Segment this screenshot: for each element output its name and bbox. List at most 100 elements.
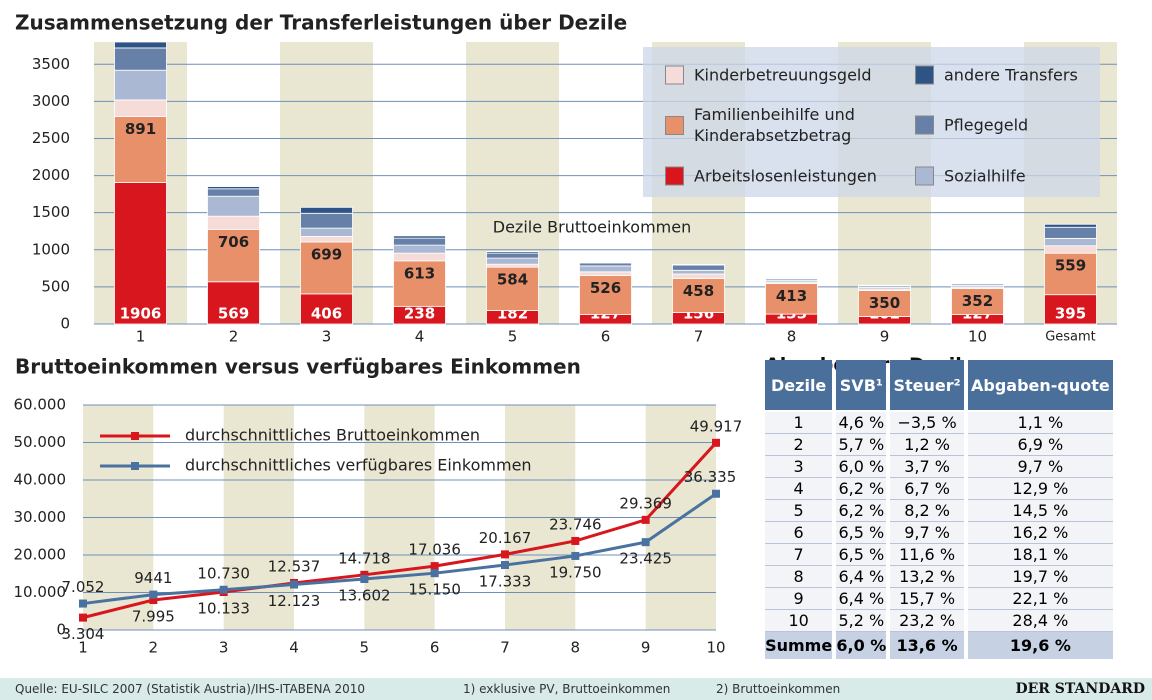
bar-segment: [1044, 223, 1097, 228]
value-label: 706: [218, 233, 249, 251]
cell: 6,5 %: [836, 544, 887, 566]
legend-swatch: [665, 166, 684, 186]
bar-segment: [114, 69, 167, 101]
value-label: 17.036: [408, 541, 461, 559]
cell: 3: [765, 456, 833, 478]
row: 3 6,0 % 3,7 % 9,7 %: [765, 456, 1113, 478]
bar-segment: [579, 262, 632, 267]
cell: 8: [765, 566, 833, 588]
cell: 15,7 %: [890, 588, 964, 610]
bar-segment: [207, 228, 260, 283]
x-tick-label: 1: [136, 328, 146, 346]
value-label: 413: [776, 287, 807, 305]
cell: 19,7 %: [967, 566, 1113, 588]
bar-segment: [393, 235, 446, 239]
row: 8 6,4 % 13,2 % 19,7 %: [765, 566, 1113, 588]
legend-label: Arbeitslosenleistungen: [694, 166, 877, 186]
bar-segment: [300, 227, 353, 237]
x-tick-label: 10: [706, 639, 725, 657]
x-tick-label: 1: [78, 639, 88, 657]
point: [79, 599, 87, 608]
cell: 3,7 %: [890, 456, 964, 478]
legend-item: Arbeitslosenleistungen: [665, 166, 877, 187]
point: [79, 613, 87, 622]
x-tick-label: 4: [415, 328, 425, 346]
x-tick-label: 3: [219, 639, 229, 657]
cell: 12,9 %: [967, 478, 1113, 500]
table: Dezile SVB¹ Steuer² Abgaben-quote 1 4,6 % −3,5…: [761, 360, 1117, 659]
cell: 6,0 %: [836, 456, 887, 478]
y-tick-label: 50.000: [14, 433, 67, 451]
legend-item: andere Transfers: [915, 65, 1124, 86]
cell: 4,6 %: [836, 412, 887, 434]
annotation: Dezile Bruttoeinkommen: [493, 218, 691, 237]
x-tick-label: 5: [360, 639, 370, 657]
bar-segment: [486, 263, 539, 268]
bar-segment: [486, 251, 539, 254]
cell: 2: [765, 434, 833, 456]
x-tick-label: 6: [430, 639, 440, 657]
bar-segment: [858, 284, 911, 287]
x-tick-label: 7: [500, 639, 510, 657]
legend-marker: [131, 462, 139, 470]
legend-label: Pflegegeld: [944, 115, 1029, 135]
value-label: 14.718: [338, 549, 391, 567]
x-tick-label: 8: [787, 328, 797, 346]
cell: 6,2 %: [836, 478, 887, 500]
cell: 14,5 %: [967, 500, 1113, 522]
y-tick-label: 1500: [32, 203, 70, 221]
cell: 1,2 %: [890, 434, 964, 456]
footer: Quelle: EU-SILC 2007 (Statistik Austria)…: [0, 678, 1152, 700]
bar-segment: [579, 261, 632, 264]
value-label: 406: [311, 305, 342, 323]
bar-segment: [300, 212, 353, 229]
cell: 6,4 %: [836, 588, 887, 610]
cell: 7: [765, 544, 833, 566]
point: [430, 562, 439, 571]
point: [571, 551, 580, 560]
value-label: 352: [962, 292, 993, 310]
value-label: 23.746: [549, 515, 602, 533]
bar-segment: [672, 263, 725, 266]
legend-marker: [131, 432, 139, 440]
value-label: 569: [218, 305, 249, 323]
source: Quelle: EU-SILC 2007 (Statistik Austria)…: [15, 682, 366, 696]
cell: 1: [765, 412, 833, 434]
cell: 9,7 %: [890, 522, 964, 544]
y-tick-label: 3500: [32, 55, 70, 73]
footnote: 2) Bruttoeinkommen: [716, 682, 841, 696]
table-container: Dezile SVB¹ Steuer² Abgaben-quote 1 4,6 % −3,5…: [765, 360, 1117, 659]
chart-title: Zusammensetzung der Transferleistungen ü…: [15, 11, 627, 35]
legend-item: Kinderbetreuungsgeld: [665, 65, 874, 86]
value-label: 395: [1055, 305, 1086, 323]
cell: 4: [765, 478, 833, 500]
bar-segment: [1044, 237, 1097, 247]
cell: 13,2 %: [890, 566, 964, 588]
cell: 6,9 %: [967, 434, 1113, 456]
bar-segment: [765, 277, 818, 280]
cell: 6,2 %: [836, 500, 887, 522]
row: 1 4,6 % −3,5 % 1,1 %: [765, 412, 1113, 434]
bar-segment: [300, 236, 353, 243]
point: [149, 596, 158, 605]
bar-segment: [114, 41, 167, 49]
header-row: Dezile SVB¹ Steuer² Abgaben-quote: [765, 360, 1113, 412]
y-tick-label: 2500: [32, 129, 70, 147]
chart-title: Bruttoeinkommen versus verfügbares Einko…: [15, 355, 581, 379]
bar-segment: [300, 241, 353, 295]
bar-segment: [393, 237, 446, 246]
value-label: 584: [497, 271, 528, 289]
value-label: 7.995: [132, 608, 175, 626]
legend-label: andere Transfers: [944, 65, 1078, 85]
bar-segment: [114, 99, 167, 117]
row: 5 6,2 % 8,2 % 14,5 %: [765, 500, 1113, 522]
y-tick-label: 60.000: [14, 396, 67, 414]
summary-cell: 19,6 %: [967, 632, 1113, 659]
value-label: 350: [869, 294, 900, 312]
point: [219, 585, 228, 594]
y-tick-label: 2000: [32, 166, 70, 184]
row: 9 6,4 % 15,7 % 22,1 %: [765, 588, 1113, 610]
cell: 10: [765, 610, 833, 632]
point: [290, 580, 298, 589]
x-tick-label: 8: [571, 639, 581, 657]
